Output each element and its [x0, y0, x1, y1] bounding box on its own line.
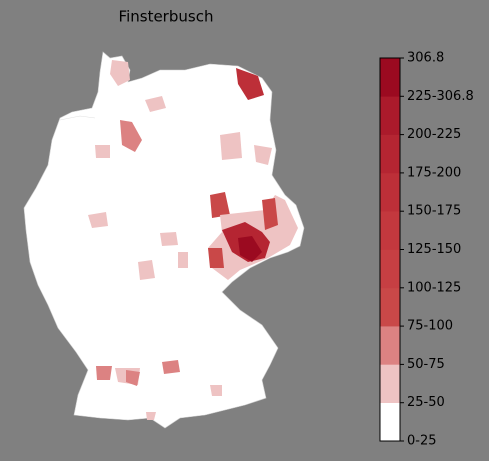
region — [145, 96, 166, 112]
colorbar-segment — [380, 58, 400, 97]
colorbar-segment — [380, 287, 400, 327]
region — [220, 132, 242, 160]
region — [236, 68, 264, 100]
colorbar: 0-25 25-50 50-75 75-100 100-125 125-150 150-17… — [379, 51, 474, 449]
colorbar-segment — [380, 402, 400, 442]
region — [162, 360, 180, 374]
colorbar-label: 125-150 — [407, 242, 461, 257]
region — [238, 236, 262, 262]
region — [126, 370, 140, 386]
colorbar-label: 50-75 — [407, 357, 445, 372]
colorbar-label: 75-100 — [407, 319, 453, 334]
germany-map — [23, 51, 305, 429]
colorbar-label: 200-225 — [407, 127, 461, 142]
colorbar-label: 306.8 — [407, 51, 444, 66]
region — [110, 60, 130, 86]
region — [210, 192, 230, 218]
region — [160, 232, 178, 246]
region — [210, 385, 222, 396]
region — [95, 145, 110, 158]
colorbar-segment — [380, 249, 400, 289]
colorbar-segment — [380, 364, 400, 403]
colorbar-label: 100-125 — [407, 280, 461, 295]
colorbar-label: 25-50 — [407, 395, 445, 410]
colorbar-segment — [380, 211, 400, 250]
colorbar-label: 175-200 — [407, 165, 461, 180]
region — [178, 252, 188, 268]
border-line — [59, 115, 96, 121]
region — [254, 145, 272, 165]
region — [96, 366, 112, 380]
region — [88, 212, 108, 228]
colorbar-label: 150-175 — [407, 204, 461, 219]
region — [120, 120, 142, 152]
colorbar-label: 225-306.8 — [407, 89, 474, 104]
region — [138, 260, 155, 280]
colorbar-label: 0-25 — [407, 434, 437, 449]
region — [208, 248, 224, 268]
map-title: Finsterbusch — [119, 8, 214, 26]
colorbar-segment — [380, 134, 400, 174]
colorbar-segment — [380, 96, 400, 135]
region — [262, 198, 278, 230]
colorbar-segment — [380, 172, 400, 212]
colorbar-segment — [380, 326, 400, 365]
region — [146, 412, 156, 420]
